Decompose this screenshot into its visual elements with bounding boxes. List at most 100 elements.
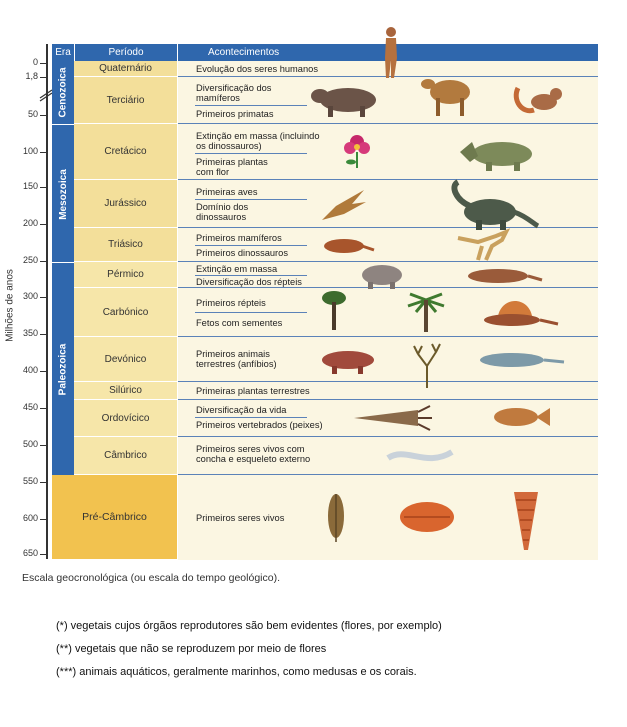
event-text: Primeiras plantas terrestres [196,386,310,396]
fish-icon [494,408,550,426]
period-ordovicico: Ordovícico [74,400,177,437]
axis-tick-label: 550 [22,476,38,486]
event-text: Evolução dos seres humanos [196,64,318,74]
axis-tick-label: 0 [32,57,38,67]
axis-tick-mark [40,297,48,298]
figure-caption: Escala geocronológica (ou escala do temp… [22,572,280,584]
axis-tick-mark [40,187,48,188]
header-events-label: Acontecimentos [208,47,280,58]
geologic-time-scale: Milhões de anos 0 1,8 50 100 150 200 250 300 350… [4,27,598,560]
worm-icon [386,449,454,462]
axis-tick-mark [40,77,48,78]
events-cretacico: Extinção em massa (incluindo os dinossau… [178,124,598,180]
event-divider [195,275,307,276]
event-text: Diversificação da vida [196,405,287,415]
event-text: Primeiras aves [196,187,258,197]
footnote-2: (**) vegetais que não se reproduzem por … [56,643,327,655]
flower-icon [344,135,370,168]
event-text: Domínio dos dinossauros [196,202,249,222]
era-paleozoic: Paleozoica [52,262,74,476]
event-text: Fetos com sementes [196,318,283,328]
pareiasaur-icon [362,265,402,289]
period-pre-cambrico: Pré-Câmbrico [52,475,177,560]
axis-tick-mark [40,482,48,483]
event-text: Primeiras plantas com flor [196,157,268,177]
reptile-icon [468,269,543,283]
events-terciario: Diversificação dos mamíferos Primeiros p… [178,77,598,124]
event-text: Extinção em massa (incluindo os dinossau… [196,131,320,151]
axis-tick-label: 650 [22,548,38,558]
dickinsonia-icon [400,502,454,532]
human-icon [385,27,397,78]
axis-tick-label: 150 [22,181,38,191]
event-text: Primeiros mamíferos [196,233,282,243]
axis-title: Milhões de anos [4,269,16,342]
axis-line [46,44,48,559]
period-terciario: Terciário [74,77,177,124]
period-quaternario: Quaternário [74,61,177,77]
early-mammal-icon [324,239,375,253]
early-plant-icon [413,343,441,388]
leaf-fossil-icon [328,494,344,542]
period-triasico: Triásico [74,228,177,262]
lemur-icon [513,86,562,114]
sauropod-icon [451,179,540,230]
event-text: Diversificação dos mamíferos [196,83,272,103]
era-label: Paleozoica [57,343,69,396]
axis-tick-mark [40,115,48,116]
period-devonico: Devónico [74,337,177,382]
axis-tick-label: 200 [22,218,38,228]
footnote-3: (***) animais aquáticos, geralmente mari… [56,666,417,678]
event-text: Primeiros seres vivos [196,513,285,523]
axis-tick-label: 400 [22,365,38,375]
axis-tick-mark [40,152,48,153]
event-divider [195,199,307,200]
era-label: Cenozoica [57,67,69,118]
period-silurico: Silúrico [74,382,177,400]
cloudina-icon [514,492,538,550]
nautiloid-icon [354,405,432,431]
event-text: Primeiros seres vivos com concha e esque… [196,444,311,464]
axis-tick-mark [40,371,48,372]
footnote-1: (*) vegetais cujos órgãos reprodutores s… [56,620,442,632]
axis-tick-mark [40,224,48,225]
axis-tick-mark [40,519,48,520]
header-period: Período [75,44,177,61]
event-divider [195,105,307,106]
axis-tick-mark [40,261,48,262]
axis-tick-mark [40,63,48,64]
event-text: Diversificação dos répteis [196,277,302,287]
event-text: Primeiros primatas [196,109,274,119]
period-cretacico: Cretácico [74,124,177,180]
period-cambrico: Câmbrico [74,437,177,475]
axis-tick-label: 100 [22,146,38,156]
axis-tick-label: 250 [22,255,38,265]
axis-tick-label: 50 [27,109,38,119]
event-text: Primeiros dinossauros [196,248,288,258]
axis-tick-label: 350 [22,328,38,338]
axis-tick-label: 300 [22,291,38,301]
era-cenozoic: Cenozoica [52,61,74,124]
period-carbonico: Carbónico [74,288,177,337]
mammal-icon [311,88,376,117]
event-divider [195,312,307,313]
dimetrodon-icon [484,301,559,326]
event-text: Extinção em massa [196,264,278,274]
period-jurassico: Jurássico [74,180,177,228]
seed-fern-icon [407,292,445,332]
event-divider [195,245,307,246]
event-text: Primeiros vertebrados (peixes) [196,420,323,430]
amphibian-icon [322,351,374,374]
axis-break-icon [39,89,53,102]
axis-tick-label: 450 [22,402,38,412]
header-era: Era [52,44,74,61]
chalicothere-icon [421,79,470,116]
era-label: Mesozoica [57,168,69,220]
axis-tick-mark [40,445,48,446]
early-dinosaur-icon [457,228,511,261]
axis-tick-label: 500 [22,439,38,449]
events-triasico: Primeiros mamíferos Primeiros dinossauro… [178,228,598,262]
events-silurico: Primeiras plantas terrestres [178,382,598,400]
archaeopteryx-icon [322,190,366,220]
axis-tick-mark [40,408,48,409]
